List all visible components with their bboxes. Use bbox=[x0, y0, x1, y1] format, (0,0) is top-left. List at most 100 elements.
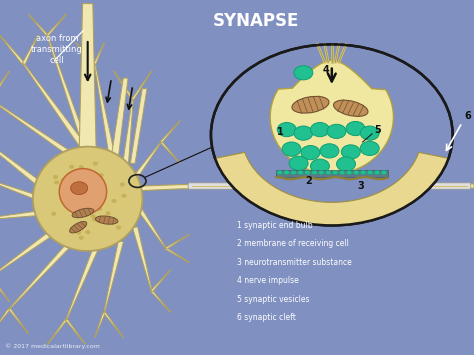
Polygon shape bbox=[133, 142, 162, 178]
Circle shape bbox=[106, 212, 110, 215]
Text: SYNAPSE: SYNAPSE bbox=[213, 12, 299, 30]
Circle shape bbox=[68, 197, 72, 200]
FancyBboxPatch shape bbox=[430, 183, 471, 189]
Circle shape bbox=[122, 195, 126, 197]
Circle shape bbox=[277, 122, 296, 137]
Circle shape bbox=[360, 126, 379, 140]
Circle shape bbox=[310, 122, 329, 137]
Polygon shape bbox=[160, 121, 180, 142]
Polygon shape bbox=[22, 36, 38, 64]
Circle shape bbox=[339, 170, 345, 175]
Circle shape bbox=[81, 180, 85, 183]
Polygon shape bbox=[133, 227, 152, 291]
Circle shape bbox=[326, 170, 331, 175]
Polygon shape bbox=[65, 319, 85, 344]
Circle shape bbox=[294, 126, 313, 140]
Polygon shape bbox=[47, 36, 91, 153]
Text: 4: 4 bbox=[322, 65, 329, 75]
Polygon shape bbox=[0, 99, 75, 158]
Circle shape bbox=[65, 193, 69, 196]
Polygon shape bbox=[103, 312, 123, 337]
Text: 2: 2 bbox=[306, 175, 312, 186]
Circle shape bbox=[353, 170, 359, 175]
Circle shape bbox=[93, 162, 97, 165]
Circle shape bbox=[319, 170, 324, 175]
Polygon shape bbox=[9, 244, 71, 309]
Text: 3 neurotransmitter substance: 3 neurotransmitter substance bbox=[237, 258, 352, 267]
Polygon shape bbox=[23, 64, 91, 154]
Circle shape bbox=[99, 200, 102, 203]
Polygon shape bbox=[0, 277, 10, 302]
FancyBboxPatch shape bbox=[383, 183, 423, 189]
FancyBboxPatch shape bbox=[188, 183, 234, 189]
Polygon shape bbox=[28, 14, 48, 36]
Circle shape bbox=[98, 208, 101, 211]
Circle shape bbox=[284, 170, 290, 175]
Circle shape bbox=[277, 170, 283, 175]
Polygon shape bbox=[0, 177, 42, 201]
Circle shape bbox=[54, 175, 57, 178]
Polygon shape bbox=[151, 270, 171, 291]
Circle shape bbox=[55, 181, 59, 184]
Text: 1: 1 bbox=[277, 127, 284, 137]
Text: 6 synaptic cleft: 6 synaptic cleft bbox=[237, 313, 296, 322]
Polygon shape bbox=[151, 291, 171, 312]
Circle shape bbox=[294, 66, 313, 80]
Polygon shape bbox=[94, 43, 104, 64]
Circle shape bbox=[76, 171, 80, 174]
Circle shape bbox=[305, 170, 310, 175]
Text: 6: 6 bbox=[465, 111, 471, 121]
Circle shape bbox=[80, 203, 84, 206]
Circle shape bbox=[82, 180, 86, 183]
FancyBboxPatch shape bbox=[288, 183, 328, 189]
Circle shape bbox=[77, 231, 81, 234]
Polygon shape bbox=[0, 135, 43, 186]
Text: 4 nerve impulse: 4 nerve impulse bbox=[237, 276, 299, 285]
Circle shape bbox=[301, 146, 320, 160]
Polygon shape bbox=[114, 71, 134, 100]
Circle shape bbox=[64, 198, 67, 201]
Polygon shape bbox=[165, 234, 190, 249]
Ellipse shape bbox=[72, 208, 94, 218]
Circle shape bbox=[88, 182, 91, 185]
Polygon shape bbox=[0, 308, 10, 334]
Polygon shape bbox=[270, 60, 393, 174]
Polygon shape bbox=[0, 233, 52, 277]
Circle shape bbox=[76, 199, 80, 202]
Ellipse shape bbox=[33, 147, 142, 251]
Polygon shape bbox=[79, 4, 96, 153]
FancyBboxPatch shape bbox=[335, 183, 376, 189]
Circle shape bbox=[282, 142, 301, 156]
Circle shape bbox=[79, 166, 83, 169]
Text: 2 membrane of receiving cell: 2 membrane of receiving cell bbox=[237, 239, 349, 248]
Circle shape bbox=[79, 236, 83, 239]
Polygon shape bbox=[132, 71, 152, 100]
Circle shape bbox=[310, 159, 329, 173]
Circle shape bbox=[291, 170, 296, 175]
Circle shape bbox=[64, 201, 68, 204]
Circle shape bbox=[360, 170, 366, 175]
Ellipse shape bbox=[334, 100, 368, 116]
Ellipse shape bbox=[59, 169, 107, 215]
Circle shape bbox=[381, 170, 387, 175]
Circle shape bbox=[346, 121, 365, 136]
Circle shape bbox=[100, 174, 103, 176]
Polygon shape bbox=[47, 319, 67, 344]
Ellipse shape bbox=[95, 216, 118, 224]
Text: 1 synaptic end bulb: 1 synaptic end bulb bbox=[237, 221, 313, 230]
Ellipse shape bbox=[70, 222, 87, 233]
Circle shape bbox=[320, 144, 339, 158]
Polygon shape bbox=[0, 71, 10, 100]
Circle shape bbox=[91, 215, 95, 218]
Circle shape bbox=[298, 170, 303, 175]
Polygon shape bbox=[104, 241, 123, 312]
Polygon shape bbox=[160, 142, 180, 163]
Circle shape bbox=[71, 182, 88, 195]
Ellipse shape bbox=[292, 96, 329, 113]
Circle shape bbox=[337, 157, 356, 171]
Text: © 2017 medicalartlibrary.com: © 2017 medicalartlibrary.com bbox=[5, 343, 100, 349]
Circle shape bbox=[211, 44, 453, 225]
Text: 5: 5 bbox=[374, 125, 381, 135]
Polygon shape bbox=[9, 308, 28, 334]
Circle shape bbox=[88, 178, 91, 181]
